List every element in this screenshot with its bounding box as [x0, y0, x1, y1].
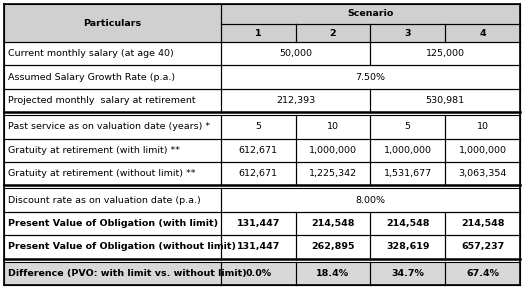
- Bar: [221, 188, 520, 212]
- Bar: [221, 89, 370, 112]
- Text: 612,671: 612,671: [238, 146, 278, 155]
- Bar: [370, 24, 445, 42]
- Text: 50,000: 50,000: [279, 49, 312, 58]
- Text: 1: 1: [255, 29, 261, 38]
- Bar: [370, 89, 520, 112]
- Bar: [296, 24, 370, 42]
- Text: 1,000,000: 1,000,000: [384, 146, 432, 155]
- Bar: [445, 262, 520, 285]
- Text: 131,447: 131,447: [236, 242, 280, 251]
- Text: 5: 5: [405, 123, 411, 131]
- Bar: [370, 42, 520, 65]
- Bar: [4, 139, 221, 162]
- Bar: [296, 115, 370, 139]
- Bar: [4, 235, 221, 259]
- Text: Gratuity at retirement (with limit) **: Gratuity at retirement (with limit) **: [8, 146, 180, 155]
- Bar: [4, 42, 221, 65]
- Bar: [221, 65, 520, 89]
- Text: Past service as on valuation date (years) *: Past service as on valuation date (years…: [8, 123, 210, 131]
- Bar: [221, 162, 296, 186]
- Text: Present Value of Obligation (without limit): Present Value of Obligation (without lim…: [8, 242, 236, 251]
- Bar: [4, 262, 221, 285]
- Bar: [4, 162, 221, 186]
- Bar: [445, 235, 520, 259]
- Text: 657,237: 657,237: [461, 242, 504, 251]
- Bar: [4, 115, 221, 139]
- Text: 1,225,342: 1,225,342: [309, 169, 357, 178]
- Bar: [370, 162, 445, 186]
- Text: 10: 10: [327, 123, 339, 131]
- Text: 1,000,000: 1,000,000: [458, 146, 507, 155]
- Text: 7.50%: 7.50%: [355, 73, 385, 81]
- Bar: [221, 262, 296, 285]
- Text: 3: 3: [405, 29, 411, 38]
- Text: Scenario: Scenario: [347, 10, 394, 18]
- Text: 4: 4: [479, 29, 486, 38]
- Bar: [4, 65, 221, 89]
- Bar: [221, 24, 296, 42]
- Bar: [296, 262, 370, 285]
- Text: 34.7%: 34.7%: [391, 269, 424, 278]
- Bar: [221, 212, 296, 235]
- Bar: [296, 235, 370, 259]
- Text: Current monthly salary (at age 40): Current monthly salary (at age 40): [8, 49, 174, 58]
- Bar: [296, 212, 370, 235]
- Bar: [221, 115, 296, 139]
- Bar: [4, 4, 221, 42]
- Bar: [445, 212, 520, 235]
- Text: 214,548: 214,548: [386, 219, 430, 228]
- Text: 1,000,000: 1,000,000: [309, 146, 357, 155]
- Bar: [445, 162, 520, 186]
- Text: Assumed Salary Growth Rate (p.a.): Assumed Salary Growth Rate (p.a.): [8, 73, 175, 81]
- Text: 214,548: 214,548: [461, 219, 504, 228]
- Text: 2: 2: [330, 29, 336, 38]
- Text: Difference (PVO: with limit vs. without limit): Difference (PVO: with limit vs. without …: [8, 269, 247, 278]
- Bar: [445, 139, 520, 162]
- Text: Discount rate as on valuation date (p.a.): Discount rate as on valuation date (p.a.…: [8, 196, 201, 205]
- Bar: [221, 235, 296, 259]
- Text: 3,063,354: 3,063,354: [458, 169, 507, 178]
- Text: 530,981: 530,981: [425, 96, 465, 105]
- Bar: [370, 115, 445, 139]
- Text: 1,531,677: 1,531,677: [384, 169, 432, 178]
- Bar: [445, 115, 520, 139]
- Bar: [296, 139, 370, 162]
- Bar: [4, 89, 221, 112]
- Text: 131,447: 131,447: [236, 219, 280, 228]
- Text: 18.4%: 18.4%: [316, 269, 350, 278]
- Text: 67.4%: 67.4%: [466, 269, 499, 278]
- Text: 5: 5: [255, 123, 261, 131]
- Text: Projected monthly  salary at retirement: Projected monthly salary at retirement: [8, 96, 195, 105]
- Bar: [370, 235, 445, 259]
- Bar: [4, 212, 221, 235]
- Bar: [370, 139, 445, 162]
- Text: 125,000: 125,000: [425, 49, 465, 58]
- Text: 10: 10: [477, 123, 488, 131]
- Bar: [221, 139, 296, 162]
- Bar: [296, 162, 370, 186]
- Text: Gratuity at retirement (without limit) **: Gratuity at retirement (without limit) *…: [8, 169, 195, 178]
- Bar: [4, 188, 221, 212]
- Text: 0.0%: 0.0%: [245, 269, 271, 278]
- Text: 8.00%: 8.00%: [355, 196, 385, 205]
- Bar: [370, 212, 445, 235]
- Text: 214,548: 214,548: [311, 219, 355, 228]
- Text: 612,671: 612,671: [238, 169, 278, 178]
- Text: 328,619: 328,619: [386, 242, 430, 251]
- Bar: [370, 262, 445, 285]
- Text: Present Value of Obligation (with limit): Present Value of Obligation (with limit): [8, 219, 218, 228]
- Text: 262,895: 262,895: [311, 242, 355, 251]
- Bar: [221, 42, 370, 65]
- Text: 212,393: 212,393: [276, 96, 315, 105]
- Bar: [445, 24, 520, 42]
- Text: Particulars: Particulars: [83, 18, 141, 27]
- Bar: [221, 4, 520, 24]
